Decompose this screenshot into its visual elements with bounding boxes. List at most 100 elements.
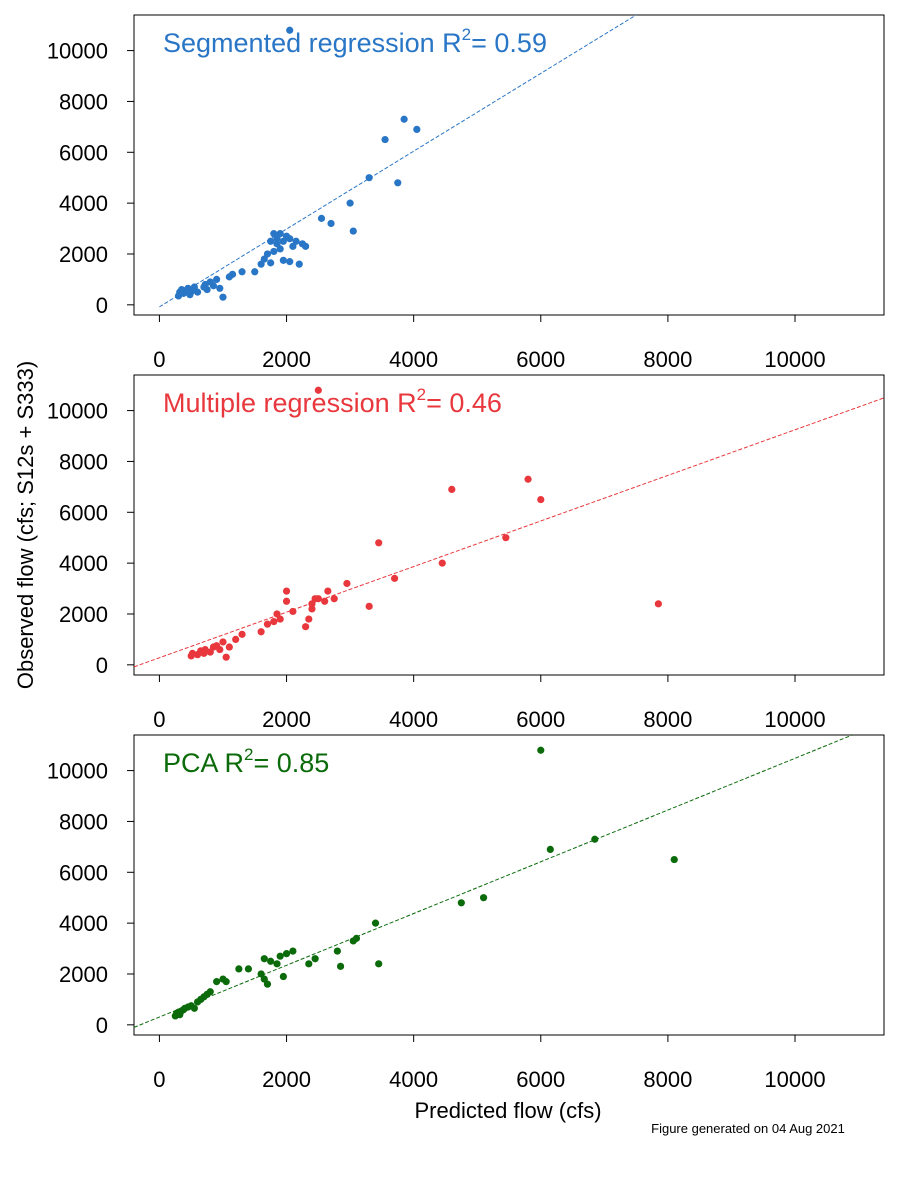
data-point-multiple	[289, 607, 297, 616]
x-tick-label: 2000	[262, 347, 311, 372]
y-tick-label: 2000	[59, 242, 108, 267]
data-point-segmented	[400, 115, 408, 123]
data-point-segmented	[295, 260, 303, 268]
x-tick-label: 4000	[389, 1067, 438, 1092]
data-point-multiple	[654, 600, 662, 608]
data-point-pca	[279, 972, 287, 981]
data-point-segmented	[276, 230, 284, 238]
y-tick-label: 10000	[47, 399, 108, 424]
panel-multiple: 0 2000 4000 6000 8000 10000 0 2000 4000 6000 8000 1…	[47, 374, 885, 732]
data-point-pca	[289, 947, 297, 955]
data-point-segmented	[228, 270, 237, 278]
data-point-segmented	[193, 288, 202, 296]
data-point-pca	[333, 947, 341, 955]
data-point-multiple	[365, 602, 373, 610]
x-tick-label: 4000	[389, 707, 438, 732]
data-point-multiple	[282, 597, 291, 605]
data-point-multiple	[276, 615, 284, 623]
x-tick-label: 10000	[764, 347, 825, 372]
y-tick-label: 4000	[59, 911, 108, 936]
data-point-segmented	[276, 245, 284, 253]
x-tick-label: 10000	[764, 1067, 825, 1092]
data-point-segmented	[286, 258, 294, 266]
data-point-segmented	[209, 282, 218, 290]
data-point-multiple	[321, 597, 329, 605]
panel-title-main: PCA R	[163, 748, 244, 778]
data-point-pca	[282, 950, 291, 958]
panel-title-multiple: Multiple regression R2= 0.46	[163, 385, 502, 418]
panel-title-pca: PCA R2= 0.85	[163, 745, 329, 778]
data-point-multiple	[270, 618, 278, 626]
data-point-segmented	[270, 247, 278, 256]
data-point-multiple	[219, 638, 227, 646]
data-point-pca	[546, 845, 554, 854]
x-tick-label: 8000	[643, 707, 692, 732]
y-tick-label: 4000	[59, 551, 108, 576]
x-axis-label: Predicted flow (cfs)	[414, 1098, 601, 1123]
y-tick-label: 2000	[59, 602, 108, 627]
data-point-pca	[260, 955, 268, 963]
panel-title-superscript: 2	[417, 385, 426, 404]
data-point-multiple	[314, 386, 322, 394]
y-tick-label: 0	[96, 1013, 108, 1038]
data-point-segmented	[381, 135, 389, 144]
data-point-pca	[222, 978, 230, 986]
data-point-multiple	[302, 623, 310, 631]
data-point-multiple	[524, 475, 532, 483]
data-point-multiple	[537, 495, 545, 504]
data-point-pca	[276, 952, 284, 960]
data-point-multiple	[314, 595, 322, 603]
data-point-multiple	[502, 534, 510, 542]
x-tick-label: 8000	[643, 347, 692, 372]
data-point-segmented	[279, 256, 287, 264]
data-point-multiple	[238, 630, 246, 638]
data-point-pca	[263, 980, 272, 988]
data-point-multiple	[324, 587, 332, 595]
data-point-pca	[267, 957, 275, 965]
panel-title-main: Multiple regression R	[163, 388, 417, 418]
data-point-multiple	[216, 645, 224, 654]
fit-line-multiple	[134, 397, 884, 668]
data-point-segmented	[346, 199, 354, 207]
data-point-pca	[244, 965, 253, 973]
data-point-pca	[273, 960, 281, 968]
y-tick-label: 6000	[59, 500, 108, 525]
x-tick-label: 2000	[262, 707, 311, 732]
panel-title-main: Segmented regression R	[163, 28, 462, 58]
data-point-pca	[311, 955, 319, 963]
data-point-segmented	[365, 174, 373, 182]
data-point-pca	[235, 965, 243, 973]
y-tick-label: 10000	[47, 759, 108, 784]
x-tick-label: 6000	[516, 347, 565, 372]
data-point-multiple	[343, 579, 351, 588]
data-point-pca	[375, 960, 383, 968]
panel-pca: 0 2000 4000 6000 8000 10000 0 2000 4000 6000 8000 1…	[47, 734, 885, 1092]
fit-line-segmented	[159, 15, 637, 308]
data-point-pca	[213, 978, 221, 986]
y-tick-label: 8000	[59, 449, 108, 474]
data-point-pca	[479, 894, 488, 902]
y-tick-label: 2000	[59, 962, 108, 987]
data-point-pca	[305, 960, 313, 968]
data-point-pca	[591, 835, 599, 843]
y-tick-label: 6000	[59, 860, 108, 885]
data-point-pca	[352, 934, 361, 942]
x-tick-label: 6000	[516, 1067, 565, 1092]
data-point-multiple	[448, 485, 456, 494]
data-point-multiple	[225, 643, 233, 651]
plot-frame-pca	[133, 734, 885, 1036]
panel-title-segmented: Segmented regression R2= 0.59	[163, 25, 547, 58]
data-point-segmented	[292, 237, 300, 245]
data-point-segmented	[238, 268, 246, 276]
data-point-segmented	[317, 214, 326, 222]
y-tick-label: 6000	[59, 140, 108, 165]
y-tick-label: 10000	[47, 39, 108, 64]
data-point-segmented	[286, 26, 294, 34]
footnote: Figure generated on 04 Aug 2021	[651, 1121, 845, 1136]
y-axis-label: Observed flow (cfs; S12s + S333)	[13, 361, 38, 689]
panel-title-value: = 0.59	[471, 28, 547, 58]
plot-frame-multiple	[133, 374, 885, 676]
data-point-multiple	[438, 559, 446, 567]
